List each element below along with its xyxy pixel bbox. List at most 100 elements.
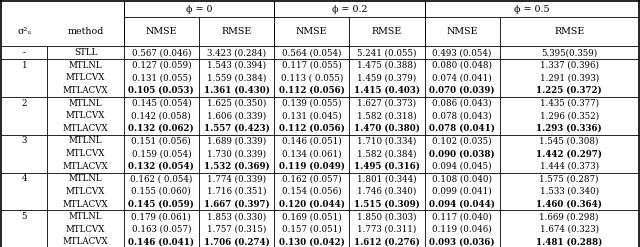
Text: 1.415 (0.403): 1.415 (0.403) bbox=[354, 86, 420, 95]
Text: 1.606 (0.339): 1.606 (0.339) bbox=[207, 111, 266, 120]
Text: 1.470 (0.380): 1.470 (0.380) bbox=[354, 124, 420, 133]
Text: 1.773 (0.311): 1.773 (0.311) bbox=[357, 225, 417, 234]
Text: 1.689 (0.339): 1.689 (0.339) bbox=[207, 136, 266, 145]
Text: 1.435 (0.377): 1.435 (0.377) bbox=[540, 99, 598, 108]
Text: 1.515 (0.309): 1.515 (0.309) bbox=[354, 200, 420, 209]
Text: MTLNL: MTLNL bbox=[68, 212, 102, 221]
Text: 5.241 (0.055): 5.241 (0.055) bbox=[357, 48, 417, 57]
Text: 0.179 (0.061): 0.179 (0.061) bbox=[131, 212, 191, 221]
Text: 0.131 (0.055): 0.131 (0.055) bbox=[131, 73, 191, 82]
Text: 1.361 (0.430): 1.361 (0.430) bbox=[204, 86, 269, 95]
Text: 1.557 (0.423): 1.557 (0.423) bbox=[204, 124, 269, 133]
Text: 0.119 (0.046): 0.119 (0.046) bbox=[432, 225, 492, 234]
Text: 1.532 (0.369): 1.532 (0.369) bbox=[204, 162, 269, 171]
Text: NMSE: NMSE bbox=[446, 27, 478, 36]
Text: 1.533 (0.340): 1.533 (0.340) bbox=[540, 187, 598, 196]
Text: 0.099 (0.041): 0.099 (0.041) bbox=[432, 187, 492, 196]
Text: 1.625 (0.350): 1.625 (0.350) bbox=[207, 99, 266, 108]
Text: 0.127 (0.059): 0.127 (0.059) bbox=[131, 61, 191, 70]
Text: 1.337 (0.396): 1.337 (0.396) bbox=[540, 61, 598, 70]
Text: 5: 5 bbox=[22, 212, 27, 221]
Text: MTLACVX: MTLACVX bbox=[63, 124, 108, 133]
Text: 1.746 (0.340): 1.746 (0.340) bbox=[357, 187, 417, 196]
Text: 0.564 (0.054): 0.564 (0.054) bbox=[282, 48, 342, 57]
Text: 1.582 (0.384): 1.582 (0.384) bbox=[357, 149, 417, 158]
Text: 0.151 (0.056): 0.151 (0.056) bbox=[131, 136, 191, 145]
Text: 0.093 (0.036): 0.093 (0.036) bbox=[429, 238, 495, 247]
Text: 0.108 (0.040): 0.108 (0.040) bbox=[432, 174, 492, 183]
Text: MTLNL: MTLNL bbox=[68, 99, 102, 108]
Text: 0.086 (0.043): 0.086 (0.043) bbox=[432, 99, 492, 108]
Text: 1.459 (0.379): 1.459 (0.379) bbox=[357, 73, 417, 82]
Text: 0.094 (0.045): 0.094 (0.045) bbox=[432, 162, 492, 171]
Text: 0.146 (0.041): 0.146 (0.041) bbox=[128, 238, 195, 247]
Text: 1.225 (0.372): 1.225 (0.372) bbox=[536, 86, 602, 95]
Text: ϕ = 0: ϕ = 0 bbox=[186, 4, 212, 14]
Text: -: - bbox=[23, 48, 26, 57]
Text: 0.145 (0.059): 0.145 (0.059) bbox=[129, 200, 195, 209]
Text: 0.112 (0.056): 0.112 (0.056) bbox=[279, 86, 345, 95]
Text: 1.627 (0.373): 1.627 (0.373) bbox=[357, 99, 417, 108]
Text: 1.495 (0.316): 1.495 (0.316) bbox=[354, 162, 420, 171]
Text: 1.674 (0.323): 1.674 (0.323) bbox=[540, 225, 598, 234]
Text: 1.475 (0.388): 1.475 (0.388) bbox=[357, 61, 417, 70]
Text: 1.612 (0.276): 1.612 (0.276) bbox=[354, 238, 420, 247]
Text: 1.545 (0.308): 1.545 (0.308) bbox=[540, 136, 599, 145]
Text: 1.669 (0.298): 1.669 (0.298) bbox=[540, 212, 599, 221]
Text: 5.395(0.359): 5.395(0.359) bbox=[541, 48, 597, 57]
Text: 0.162 (0.057): 0.162 (0.057) bbox=[282, 174, 342, 183]
Text: MTLACVX: MTLACVX bbox=[63, 162, 108, 171]
Text: 0.162 ( 0.054): 0.162 ( 0.054) bbox=[130, 174, 193, 183]
Text: MTLCVX: MTLCVX bbox=[66, 73, 105, 82]
Text: 1.293 (0.336): 1.293 (0.336) bbox=[536, 124, 602, 133]
Text: 0.131 (0.045): 0.131 (0.045) bbox=[282, 111, 342, 120]
Text: 0.130 (0.042): 0.130 (0.042) bbox=[279, 238, 345, 247]
Text: MTLCVX: MTLCVX bbox=[66, 111, 105, 120]
Text: 1.442 (0.297): 1.442 (0.297) bbox=[536, 149, 602, 158]
Text: NMSE: NMSE bbox=[145, 27, 177, 36]
Text: 1.850 (0.303): 1.850 (0.303) bbox=[357, 212, 417, 221]
Text: MTLACVX: MTLACVX bbox=[63, 86, 108, 95]
Text: 1.730 (0.339): 1.730 (0.339) bbox=[207, 149, 266, 158]
Text: 1.444 (0.373): 1.444 (0.373) bbox=[540, 162, 598, 171]
Text: 3: 3 bbox=[22, 136, 27, 145]
Text: 0.134 (0.061): 0.134 (0.061) bbox=[282, 149, 342, 158]
Text: 0.074 (0.041): 0.074 (0.041) bbox=[432, 73, 492, 82]
Text: MTLCVX: MTLCVX bbox=[66, 149, 105, 158]
Text: STLL: STLL bbox=[74, 48, 97, 57]
Text: 3.423 (0.284): 3.423 (0.284) bbox=[207, 48, 266, 57]
Text: 0.078 (0.041): 0.078 (0.041) bbox=[429, 124, 495, 133]
Text: 0.080 (0.048): 0.080 (0.048) bbox=[432, 61, 492, 70]
Text: 0.078 (0.043): 0.078 (0.043) bbox=[432, 111, 492, 120]
Text: 0.132 (0.062): 0.132 (0.062) bbox=[129, 124, 194, 133]
Text: MTLCVX: MTLCVX bbox=[66, 187, 105, 196]
Text: MTLACVX: MTLACVX bbox=[63, 200, 108, 209]
Text: 0.159 (0.054): 0.159 (0.054) bbox=[131, 149, 191, 158]
Text: RMSE: RMSE bbox=[372, 27, 402, 36]
Text: 0.117 (0.055): 0.117 (0.055) bbox=[282, 61, 342, 70]
Text: RMSE: RMSE bbox=[221, 27, 252, 36]
Text: 0.102 (0.035): 0.102 (0.035) bbox=[432, 136, 492, 145]
Text: 0.139 (0.055): 0.139 (0.055) bbox=[282, 99, 342, 108]
Text: 0.094 (0.044): 0.094 (0.044) bbox=[429, 200, 495, 209]
Text: 0.132 (0.054): 0.132 (0.054) bbox=[129, 162, 195, 171]
Text: 0.112 (0.056): 0.112 (0.056) bbox=[279, 124, 345, 133]
Text: 2: 2 bbox=[22, 99, 27, 108]
Text: RMSE: RMSE bbox=[554, 27, 584, 36]
Text: MTLCVX: MTLCVX bbox=[66, 225, 105, 234]
Text: 1.774 (0.339): 1.774 (0.339) bbox=[207, 174, 266, 183]
Text: 0.146 (0.051): 0.146 (0.051) bbox=[282, 136, 342, 145]
Text: 1.757 (0.315): 1.757 (0.315) bbox=[207, 225, 266, 234]
Text: 0.493 (0.054): 0.493 (0.054) bbox=[433, 48, 492, 57]
Text: 1.801 (0.344): 1.801 (0.344) bbox=[357, 174, 417, 183]
Text: 1.296 (0.352): 1.296 (0.352) bbox=[540, 111, 599, 120]
Text: 0.090 (0.038): 0.090 (0.038) bbox=[429, 149, 495, 158]
Text: 1.582 (0.318): 1.582 (0.318) bbox=[357, 111, 417, 120]
Text: 0.105 (0.053): 0.105 (0.053) bbox=[129, 86, 194, 95]
Text: 1.706 (0.274): 1.706 (0.274) bbox=[204, 238, 269, 247]
Text: 0.145 (0.054): 0.145 (0.054) bbox=[131, 99, 191, 108]
Text: 1.291 (0.393): 1.291 (0.393) bbox=[540, 73, 599, 82]
Text: MTLNL: MTLNL bbox=[68, 174, 102, 183]
Text: 0.169 (0.051): 0.169 (0.051) bbox=[282, 212, 342, 221]
Text: 4: 4 bbox=[22, 174, 27, 183]
